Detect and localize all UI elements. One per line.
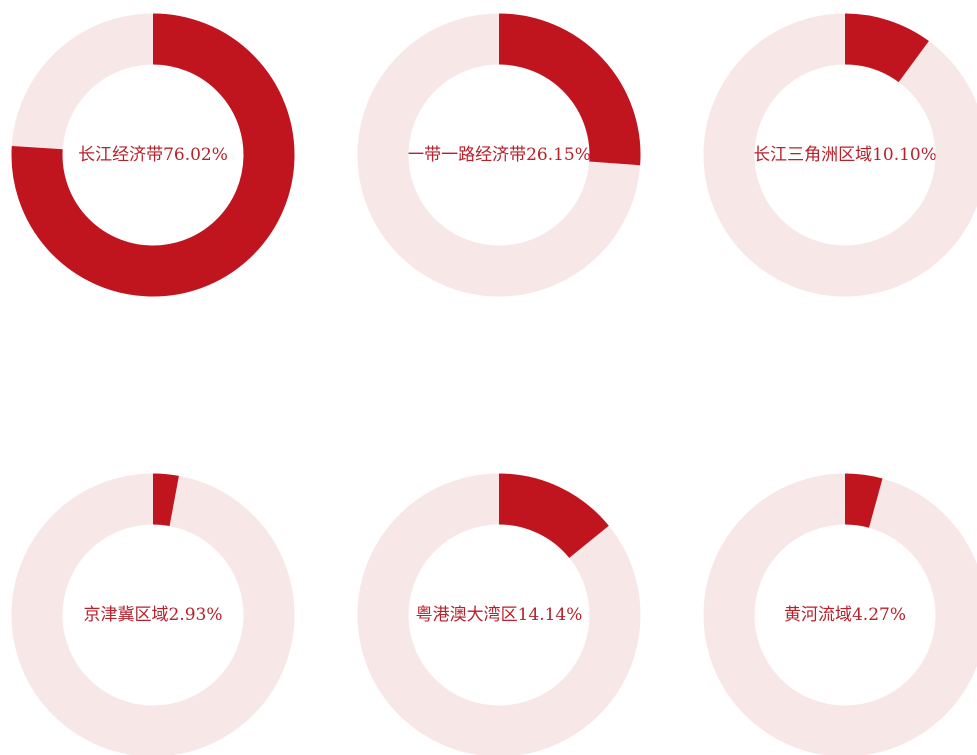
donut-label: 粤港澳大湾区14.14%: [416, 605, 583, 625]
donut: 粤港澳大湾区14.14%: [357, 473, 641, 755]
donut-slice: [498, 473, 609, 559]
label-value: 14.14%: [518, 605, 583, 625]
donut: 黄河流域4.27%: [703, 473, 977, 755]
donut-slice: [844, 13, 929, 83]
label-value: 4.27%: [852, 605, 906, 625]
label-name: 一带一路经济带: [407, 145, 526, 165]
donut-slice: [152, 473, 179, 527]
label-name: 粤港澳大湾区: [416, 605, 518, 625]
donut: 京津冀区域2.93%: [11, 473, 295, 755]
donut-label: 长江经济带76.02%: [78, 145, 228, 165]
donut-slice: [844, 473, 883, 528]
donut: 一带一路经济带26.15%: [357, 13, 641, 297]
donut-label: 一带一路经济带26.15%: [407, 145, 591, 165]
donut: 长江经济带76.02%: [11, 13, 295, 297]
label-name: 长江三角洲区域: [753, 145, 872, 165]
donut-label: 京津冀区域2.93%: [83, 605, 222, 625]
donut-slice: [498, 13, 641, 166]
donut-slice: [11, 13, 295, 297]
label-name: 黄河流域: [784, 605, 852, 625]
label-name: 京津冀区域: [83, 605, 168, 625]
donut-label: 黄河流域4.27%: [784, 605, 906, 625]
donut: 长江三角洲区域10.10%: [703, 13, 977, 297]
donut-label: 长江三角洲区域10.10%: [753, 145, 937, 165]
label-name: 长江经济带: [78, 145, 163, 165]
label-value: 26.15%: [526, 145, 591, 165]
label-value: 76.02%: [163, 145, 228, 165]
label-value: 10.10%: [872, 145, 937, 165]
label-value: 2.93%: [168, 605, 222, 625]
